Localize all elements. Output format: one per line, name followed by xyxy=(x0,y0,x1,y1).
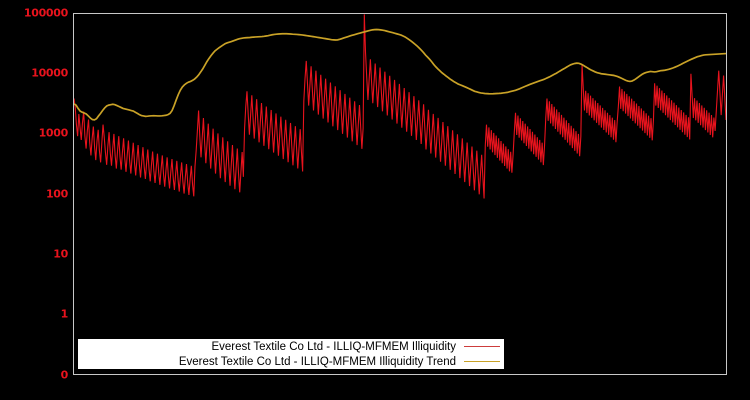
y-tick-label: 10000 xyxy=(31,66,68,80)
y-tick-label: 1 xyxy=(60,307,69,321)
plot-area-frame xyxy=(73,13,727,375)
legend-item-trend[interactable]: Everest Textile Co Ltd - ILLIQ-MFMEM Ill… xyxy=(78,354,504,369)
legend-swatch-illiquidity-icon xyxy=(464,346,500,347)
chart-plot-canvas xyxy=(74,14,726,374)
y-tick-label: 10 xyxy=(53,247,68,261)
series-line-trend xyxy=(74,30,726,120)
y-tick-label: 100000 xyxy=(23,6,68,20)
chart-legend[interactable]: Everest Textile Co Ltd - ILLIQ-MFMEM Ill… xyxy=(77,338,505,370)
y-tick-label: 100 xyxy=(45,187,68,201)
series-line-illiquidity xyxy=(74,14,726,198)
y-axis-tick-labels: 100000 10000 1000 100 10 1 0 xyxy=(0,0,68,400)
y-tick-label: 0 xyxy=(60,368,69,382)
legend-label-trend: Everest Textile Co Ltd - ILLIQ-MFMEM Ill… xyxy=(178,355,456,368)
legend-item-illiquidity[interactable]: Everest Textile Co Ltd - ILLIQ-MFMEM Ill… xyxy=(78,339,504,354)
legend-label-illiquidity: Everest Textile Co Ltd - ILLIQ-MFMEM Ill… xyxy=(211,340,456,353)
y-tick-label: 1000 xyxy=(38,126,69,140)
legend-swatch-trend-icon xyxy=(464,361,500,362)
